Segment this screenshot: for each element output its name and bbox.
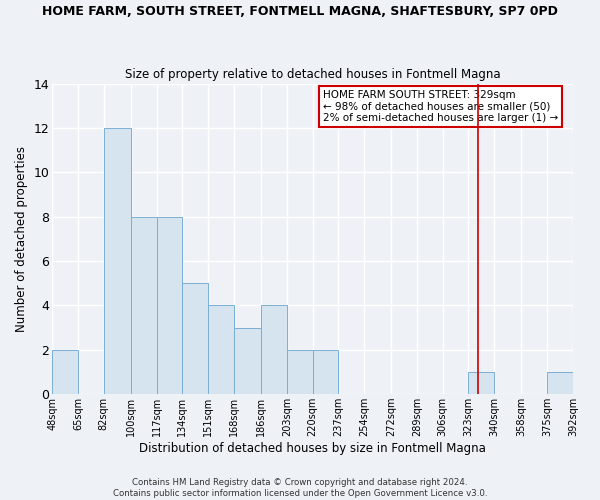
Bar [234,328,261,394]
Title: Size of property relative to detached houses in Fontmell Magna: Size of property relative to detached ho… [125,68,500,81]
X-axis label: Distribution of detached houses by size in Fontmell Magna: Distribution of detached houses by size … [139,442,486,455]
Bar [469,372,494,394]
Bar [157,216,182,394]
Bar [182,283,208,394]
Text: HOME FARM, SOUTH STREET, FONTMELL MAGNA, SHAFTESBURY, SP7 0PD: HOME FARM, SOUTH STREET, FONTMELL MAGNA,… [42,5,558,18]
Bar [131,216,157,394]
Y-axis label: Number of detached properties: Number of detached properties [15,146,28,332]
Bar [261,306,287,394]
Bar [547,372,573,394]
Text: Contains HM Land Registry data © Crown copyright and database right 2024.
Contai: Contains HM Land Registry data © Crown c… [113,478,487,498]
Bar [208,306,234,394]
Bar [313,350,338,394]
Bar [104,128,131,394]
Bar [287,350,313,394]
Text: HOME FARM SOUTH STREET: 329sqm
← 98% of detached houses are smaller (50)
2% of s: HOME FARM SOUTH STREET: 329sqm ← 98% of … [323,90,558,123]
Bar [52,350,78,394]
